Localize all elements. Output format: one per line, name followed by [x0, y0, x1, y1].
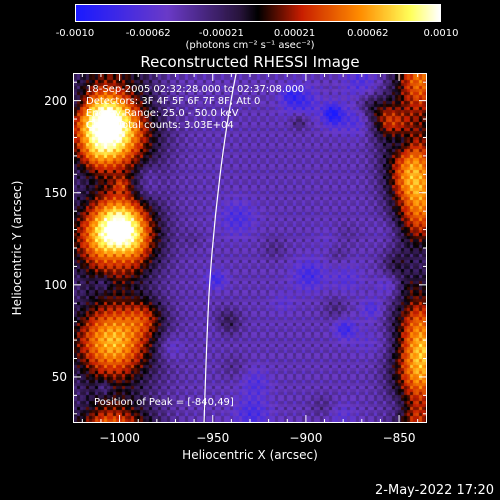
y-axis-label: Heliocentric Y (arcsec) [10, 180, 24, 316]
y-tick-label: 100 [44, 277, 67, 292]
colorbar-tick-label: 0.0010 [423, 28, 459, 39]
x-tick-label: −1000 [99, 431, 140, 445]
y-tick-label: 200 [44, 93, 67, 108]
heatmap-image [74, 74, 426, 422]
x-tick-label: −850 [382, 431, 416, 445]
peak-position-label: Position of Peak = [-840,49] [94, 397, 234, 408]
info-time: 18-Sep-2005 02:32:28.000 to 02:37:08.000 [86, 84, 305, 95]
info-clean: Clean Total counts: 3.03E+04 [86, 120, 234, 131]
x-tick-label: −950 [196, 431, 230, 445]
y-tick-label: 50 [51, 369, 67, 384]
colorbar [75, 4, 441, 22]
colorbar-tick-label: 0.00062 [347, 28, 389, 39]
colorbar-unit-label: (photons cm⁻² s⁻¹ asec⁻²) [185, 40, 315, 51]
colorbar-tick-label: -0.00062 [125, 28, 171, 39]
colorbar-tick-label: 0.00021 [273, 28, 316, 39]
solar-limb-line [203, 74, 237, 422]
colorbar-tick-label: -0.0010 [55, 28, 95, 39]
info-detectors: Detectors: 3F 4F 5F 6F 7F 8F, Att 0 [86, 96, 261, 107]
x-tick-label: −900 [289, 431, 323, 445]
timestamp: 2-May-2022 17:20 [375, 483, 494, 498]
info-energy: Energy Range: 25.0 - 50.0 keV [86, 108, 239, 119]
colorbar-tick-label: -0.00021 [198, 28, 244, 39]
plot-area[interactable]: 18-Sep-2005 02:32:28.000 to 02:37:08.000… [73, 73, 427, 423]
chart-title: Reconstructed RHESSI Image [140, 53, 360, 71]
y-tick-label: 150 [44, 185, 67, 200]
x-axis-label: Heliocentric X (arcsec) [182, 448, 318, 462]
